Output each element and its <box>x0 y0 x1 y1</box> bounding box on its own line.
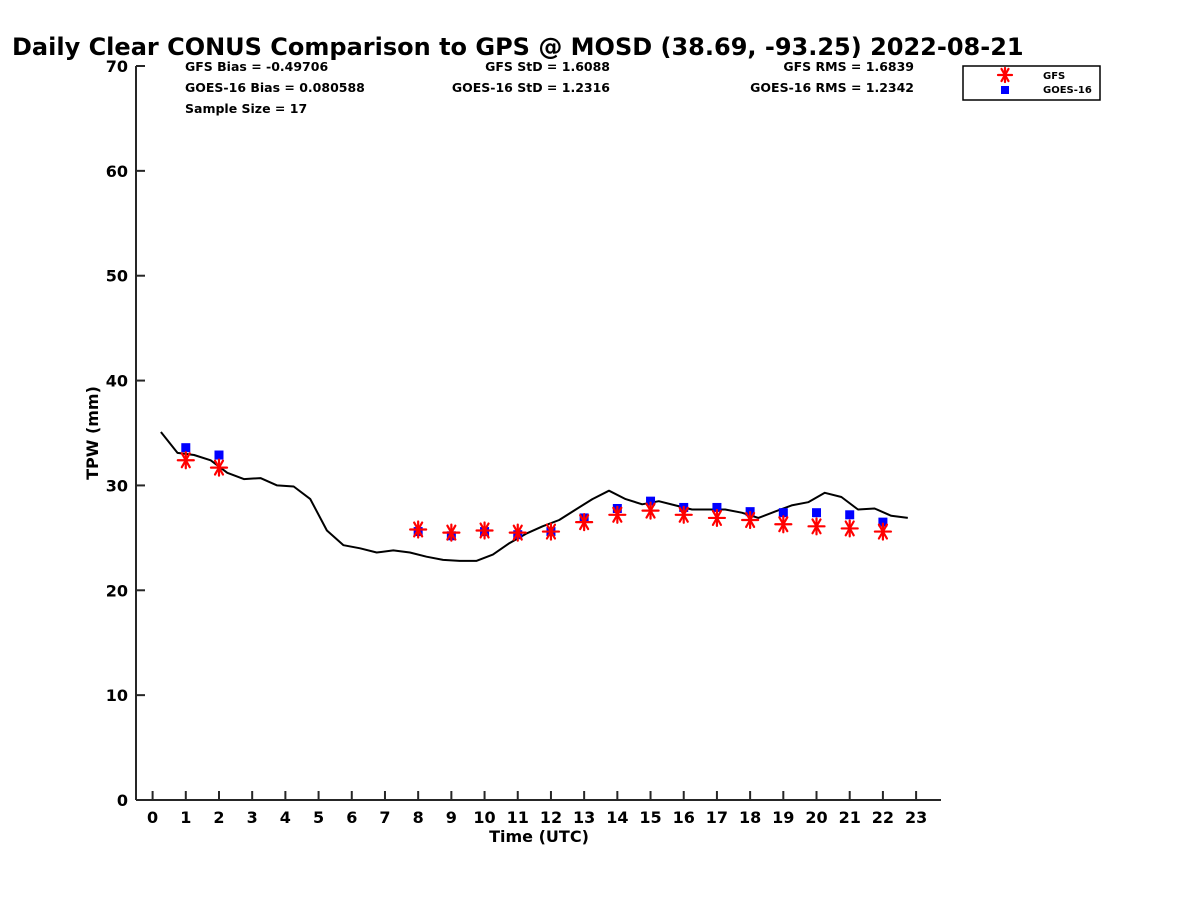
gfs-point <box>442 523 461 542</box>
y-tick-label: 60 <box>106 162 128 181</box>
legend: GFS GOES-16 <box>962 65 1101 101</box>
x-ticks: 0 1 2 3 4 5 6 7 8 9 10 11 12 13 14 15 16 17 18 19 20 21 22 23 <box>147 791 927 827</box>
goes-point <box>845 510 855 520</box>
gfs-point <box>475 521 494 540</box>
goes-point <box>812 508 822 518</box>
goes-std-stat: GOES-16 StD = 1.2316 <box>452 80 610 95</box>
x-tick-label: 22 <box>872 808 894 827</box>
legend-box <box>962 65 1101 101</box>
x-tick-label: 15 <box>639 808 661 827</box>
x-tick-label: 11 <box>507 808 529 827</box>
legend-goes-label: GOES-16 <box>1043 85 1092 96</box>
gps-series <box>160 431 908 562</box>
legend-gfs-label: GFS <box>1043 71 1065 82</box>
goes-point <box>646 496 656 506</box>
x-axis-label: Time (UTC) <box>489 827 589 846</box>
y-tick-label: 30 <box>106 476 128 495</box>
x-tick-label: 12 <box>540 808 562 827</box>
x-tick-label: 8 <box>413 808 424 827</box>
legend-goes-marker <box>1001 86 1009 94</box>
y-axis-label: TPW (mm) <box>83 386 102 480</box>
gfs-rms-stat: GFS RMS = 1.6839 <box>783 59 914 74</box>
x-tick-label: 0 <box>147 808 158 827</box>
goes-point <box>712 502 722 512</box>
x-tick-label: 7 <box>379 808 390 827</box>
goes-point <box>878 517 888 527</box>
y-tick-label: 20 <box>106 581 128 600</box>
x-tick-label: 14 <box>606 808 628 827</box>
stats-block: GFS Bias = -0.49706 GOES-16 Bias = 0.080… <box>185 59 914 116</box>
x-tick-label: 21 <box>839 808 861 827</box>
y-tick-label: 50 <box>106 267 128 286</box>
x-tick-label: 23 <box>905 808 927 827</box>
gfs-point <box>541 522 561 541</box>
x-tick-label: 19 <box>772 808 794 827</box>
x-tick-label: 10 <box>473 808 495 827</box>
gfs-point <box>409 520 428 539</box>
gfs-point <box>807 517 826 536</box>
gfs-point <box>774 515 793 534</box>
x-tick-label: 18 <box>739 808 761 827</box>
gfs-point <box>707 508 727 528</box>
y-ticks: 0 10 20 30 40 50 60 70 <box>106 57 145 810</box>
goes-bias-stat: GOES-16 Bias = 0.080588 <box>185 80 365 95</box>
gfs-bias-stat: GFS Bias = -0.49706 <box>185 59 328 74</box>
x-tick-label: 16 <box>673 808 695 827</box>
gfs-point <box>840 519 859 538</box>
legend-gfs-asterisk <box>996 66 1014 84</box>
gfs-point <box>608 505 627 524</box>
y-tick-label: 10 <box>106 686 128 705</box>
goes-rms-stat: GOES-16 RMS = 1.2342 <box>750 80 914 95</box>
y-tick-label: 70 <box>106 57 128 76</box>
gfs-point <box>575 513 594 532</box>
gfs-point <box>641 501 660 520</box>
gfs-point <box>741 510 760 530</box>
legend-gfs-marker <box>996 66 1014 84</box>
x-tick-label: 1 <box>180 808 191 827</box>
gps-line <box>160 431 908 562</box>
x-tick-label: 2 <box>213 808 224 827</box>
x-tick-label: 13 <box>573 808 595 827</box>
gfs-series <box>176 451 893 542</box>
legend-goes-square <box>1001 86 1009 94</box>
goes-point <box>214 450 224 460</box>
chart-title: Daily Clear CONUS Comparison to GPS @ MO… <box>12 33 1024 61</box>
y-tick-label: 0 <box>117 791 128 810</box>
x-tick-label: 4 <box>280 808 291 827</box>
x-tick-label: 17 <box>706 808 728 827</box>
gfs-point <box>873 522 893 541</box>
gfs-point <box>176 451 195 470</box>
goes-point <box>778 508 788 518</box>
goes-point <box>181 443 191 453</box>
gfs-point <box>674 505 693 524</box>
x-tick-label: 9 <box>446 808 457 827</box>
x-tick-label: 20 <box>805 808 827 827</box>
x-tick-label: 6 <box>346 808 357 827</box>
y-tick-label: 40 <box>106 372 128 391</box>
x-tick-label: 3 <box>247 808 258 827</box>
gfs-point <box>508 523 527 542</box>
gfs-point <box>209 458 229 477</box>
gfs-std-stat: GFS StD = 1.6088 <box>485 59 610 74</box>
x-tick-label: 5 <box>313 808 324 827</box>
sample-size-stat: Sample Size = 17 <box>185 101 307 116</box>
